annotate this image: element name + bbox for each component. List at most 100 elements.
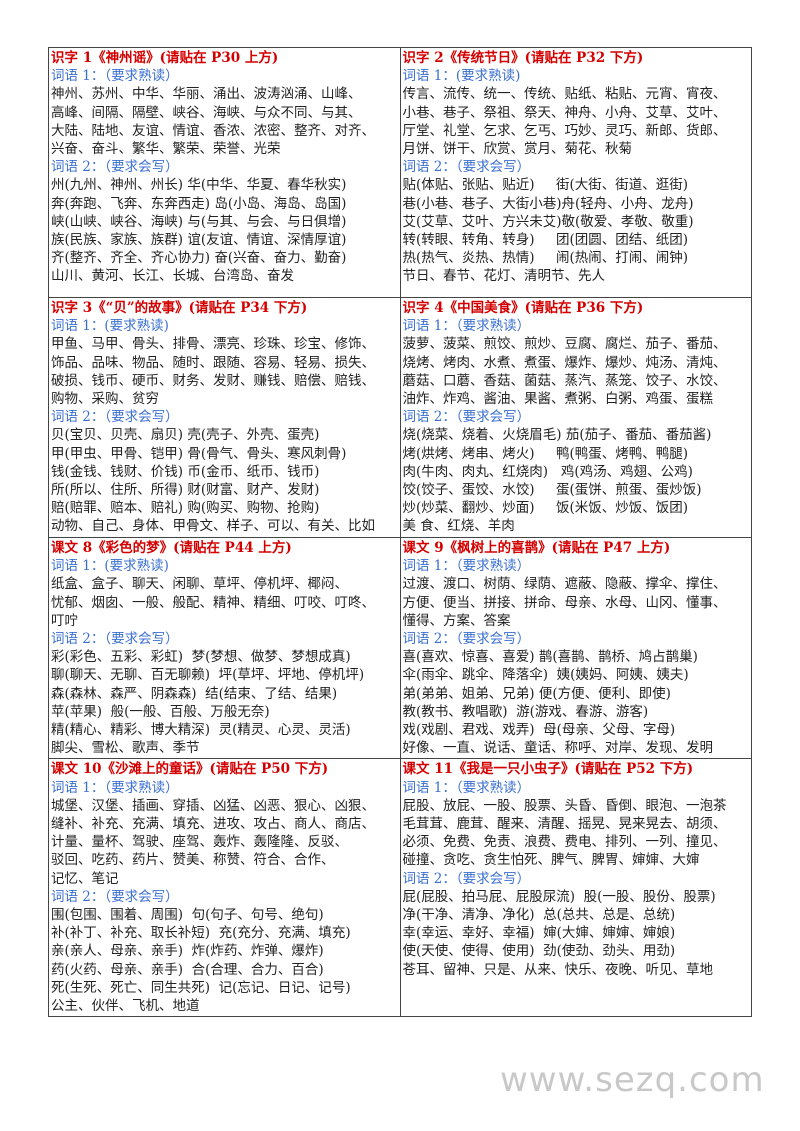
vocab1-label: 词语 1：（要求熟读） — [51, 779, 179, 796]
vocab2-line: 戏(戏剧、君戏、戏弄) 母(母亲、父母、字母) — [402, 722, 676, 739]
vocab2-line: 峡(山峡、峡谷、海峡) 与(与其、与会、与日俱增) — [51, 213, 347, 230]
vocab2-line: 艾(艾草、艾叶、方兴未艾)敬(敬爱、孝敬、敬重) — [402, 213, 694, 230]
vocab2-label: 词语 2：（要求会写） — [402, 870, 531, 887]
vocab1-label: 词语 1：（要求熟读） — [402, 318, 531, 335]
vocab1-line: 大陆、陆地、友谊、情谊、香浓、浓密、整齐、对齐、 — [51, 122, 375, 139]
vocab2-line: 森(森林、森严、阴森森) 结(结束、了结、结果) — [51, 685, 338, 702]
vocab2-line: 公主、伙伴、飞机、地道 — [51, 998, 200, 1015]
vocab1-line: 购物、采购、贫穷 — [51, 391, 159, 408]
vocab2-line: 补(补丁、补充、取长补短) 充(充分、充满、填充) — [51, 925, 351, 942]
vocab2-line: 屁(屁股、拍马屁、屁股尿流) 股(一股、股份、股票) — [402, 888, 716, 905]
lesson-cell: 识字 4《中国美食》(请贴在 P36 下方) 词语 1：（要求熟读） 菠萝、菠菜、煎… — [399, 297, 752, 538]
vocab2-label: 词语 2：（要求会写） — [402, 159, 531, 176]
vocab2-line: 饺(饺子、蛋饺、水饺) 蛋(蛋饼、煎蛋、蛋炒饭) — [402, 482, 702, 499]
vocab2-line: 州(九州、神州、州长) 华(中华、华夏、春华秋实) — [51, 177, 347, 194]
vocab1-label: 词语 1：（要求熟读） — [402, 558, 531, 575]
lesson-cell: 识字 2《传统节日》(请贴在 P32 下方) 词语 1：(要求熟读) 传言、流传、统… — [399, 47, 752, 298]
vocab1-line: 懂得、方案、答案 — [402, 612, 511, 629]
vocab1-line: 记忆、笔记 — [51, 870, 119, 887]
vocab2-line: 好像、一直、说话、童话、称呼、对岸、发现、发明 — [402, 740, 714, 757]
vocab2-line: 幸(幸运、幸好、幸福) 婶(大婶、婶婶、婶娘) — [402, 925, 676, 942]
vocab1-label: 词语 1：（要求熟读） — [402, 779, 531, 796]
vocab2-label: 词语 2：（要求会写） — [51, 409, 179, 426]
vocab1-line: 兴奋、奋斗、繁华、繁荣、荣誉、光荣 — [51, 141, 281, 158]
vocab2-line: 齐(整齐、齐全、齐心协力) 奋(兴奋、奋力、勤奋) — [51, 250, 347, 267]
vocab1-line: 蘑菇、口蘑、香菇、菌菇、蒸汽、蒸笼、饺子、水饺、 — [402, 372, 727, 389]
lesson-title: 课文 8《彩色的梦》(请贴在 P44 上方) — [51, 540, 292, 556]
vocab2-line: 转(转眼、转角、转身) 团(团圆、团结、纸团) — [402, 232, 689, 249]
vocab2-label: 词语 2：（要求会写） — [51, 159, 179, 176]
vocab2-line: 伞(雨伞、跳伞、降落伞) 姨(姨妈、阿姨、姨夫) — [402, 667, 689, 684]
lesson-cell: 课文 9《枫树上的喜鹊》(请贴在 P47 上方) 词语 1：（要求熟读） 过渡、渡口… — [399, 536, 752, 760]
vocab2-line: 净(干净、清净、净化) 总(总共、总是、总统) — [402, 907, 676, 924]
vocab1-line: 屁股、放屁、一股、股票、头昏、昏倒、眼泡、一泡茶 — [402, 797, 727, 814]
vocab2-line: 亲(亲人、母亲、亲手) 炸(炸药、炸弹、爆炸) — [51, 943, 324, 960]
vocab1-label: 词语 1：(要求熟读) — [51, 558, 169, 575]
vocab1-label: 词语 1：(要求熟读) — [51, 318, 169, 335]
vocab1-line: 月饼、饼干、欣赏、赏月、菊花、秋菊 — [402, 141, 633, 158]
vocabulary-table: 识字 1《神州谣》(请贴在 P30 上方) 词语 1：（要求熟读） 神州、苏州、中华… — [48, 47, 752, 1018]
vocab2-line: 药(火药、母亲、亲手) 合(合理、合力、百合) — [51, 961, 324, 978]
vocab2-line: 钱(金钱、钱财、价钱) 币(金币、纸币、钱币) — [51, 463, 320, 480]
vocab2-line: 奔(奔跑、飞奔、东奔西走) 岛(小岛、海岛、岛国) — [51, 195, 347, 212]
table-row: 课文 10《沙滩上的童话》(请贴在 P50 下方) 词语 1：（要求熟读） 城堡、汉… — [48, 758, 752, 1018]
vocab2-line: 热(热气、炎热、热情) 闹(热闹、打闹、闹钟) — [402, 250, 689, 267]
vocab2-label: 词语 2：（要求会写） — [402, 409, 531, 426]
vocab1-line: 厅堂、礼堂、乞求、乞丐、巧妙、灵巧、新郎、货郎、 — [402, 122, 727, 139]
vocab2-line: 死(生死、死亡、同生共死) 记(忘记、日记、记号) — [51, 979, 351, 996]
vocab1-label: 词语 1：(要求熟读) — [402, 68, 521, 85]
vocab1-line: 菠萝、菠菜、煎饺、煎炒、豆腐、腐烂、茄子、番茄、 — [402, 336, 727, 353]
vocab1-line: 高峰、间隔、隔壁、峡谷、海峡、与众不同、与其、 — [51, 104, 362, 121]
vocab2-line: 苹(苹果) 般(一般、百般、万般无奈) — [51, 703, 270, 720]
lesson-title: 课文 9《枫树上的喜鹊》(请贴在 P47 上方) — [402, 540, 671, 556]
vocab1-line: 必须、免费、免责、浪费、费电、排列、一列、撞见、 — [402, 834, 727, 851]
vocab2-line: 聊(聊天、无聊、百无聊赖) 坪(草坪、坪地、停机坪) — [51, 667, 365, 684]
vocab2-label: 词语 2：（要求会写） — [51, 888, 179, 905]
vocab2-line: 精(精心、精彩、博大精深) 灵(精灵、心灵、灵活) — [51, 722, 351, 739]
vocab1-line: 神州、苏州、中华、华丽、涌出、波涛汹涌、山峰、 — [51, 86, 362, 103]
table-row: 课文 8《彩色的梦》(请贴在 P44 上方) 词语 1：(要求熟读) 纸盒、盒子、聊… — [48, 536, 752, 760]
lesson-title: 课文 10《沙滩上的童话》(请贴在 P50 下方) — [51, 761, 329, 778]
vocab1-line: 驳回、吃药、药片、赞美、称赞、符合、合作、 — [51, 852, 335, 869]
lesson-title: 课文 11《我是一只小虫子》(请贴在 P52 下方) — [402, 761, 694, 778]
vocab2-line: 贝(宝贝、贝壳、扇贝) 壳(壳子、外壳、蛋壳) — [51, 427, 320, 444]
watermark: www.sezq.com — [500, 1060, 765, 1100]
lesson-cell: 课文 11《我是一只小虫子》(请贴在 P52 下方) 词语 1：（要求熟读） 屁股、… — [399, 758, 752, 1018]
vocab1-line: 城堡、汉堡、插画、穿插、凶猛、凶恶、狠心、凶狠、 — [51, 797, 375, 814]
vocab2-line: 教(教书、教唱歌) 游(游戏、春游、游客) — [402, 703, 649, 720]
table-row: 识字 1《神州谣》(请贴在 P30 上方) 词语 1：（要求熟读） 神州、苏州、中华… — [48, 47, 752, 298]
vocab1-line: 缝补、补充、充满、填充、进攻、攻占、商人、商店、 — [51, 816, 375, 833]
vocab2-line: 甲(甲虫、甲骨、铠甲) 骨(骨气、骨头、寒风刺骨) — [51, 445, 347, 462]
vocab2-line: 苍耳、留神、只是、从来、快乐、夜晚、听见、草地 — [402, 961, 714, 978]
vocab2-line: 赔(赔罪、赔本、赔礼) 购(购买、购物、抢购) — [51, 500, 320, 517]
lesson-cell: 课文 8《彩色的梦》(请贴在 P44 上方) 词语 1：(要求熟读) 纸盒、盒子、聊… — [48, 536, 401, 760]
vocab1-line: 毛茸茸、鹿茸、醒来、清醒、摇晃、晃来晃去、胡须、 — [402, 816, 727, 833]
lesson-cell: 识字 1《神州谣》(请贴在 P30 上方) 词语 1：（要求熟读） 神州、苏州、中华… — [48, 47, 401, 298]
vocab2-line: 所(所以、住所、所得) 财(财富、财产、发财) — [51, 482, 320, 499]
vocab1-label: 词语 1：（要求熟读） — [51, 68, 179, 85]
vocab1-line: 碰撞、贪吃、贪生怕死、脾气、脾胃、婶婶、大婶 — [402, 852, 700, 869]
lesson-title: 识字 2《传统节日》(请贴在 P32 下方) — [402, 50, 644, 66]
vocab2-line: 围(包围、围着、周围) 句(句子、句号、绝句) — [51, 907, 324, 924]
vocab2-label: 词语 2：（要求会写） — [51, 631, 179, 648]
vocab2-line: 肉(牛肉、肉丸、红烧肉) 鸡(鸡汤、鸡翅、公鸡) — [402, 463, 693, 480]
vocab2-line: 动物、自己、身体、甲骨文、样子、可以、有关、比如 — [51, 518, 375, 535]
vocab2-line: 族(民族、家族、族群) 谊(友谊、情谊、深情厚谊) — [51, 232, 347, 249]
lesson-title: 识字 4《中国美食》(请贴在 P36 下方) — [402, 300, 644, 316]
vocab1-line: 传言、流传、统一、传统、贴纸、粘贴、元宵、宵夜、 — [402, 86, 727, 103]
table-row: 识字 3《“贝”的故事》(请贴在 P34 下方) 词语 1：(要求熟读) 甲鱼、马甲… — [48, 297, 752, 538]
vocab2-line: 贴(体贴、张贴、贴近) 街(大街、街道、逛街) — [402, 177, 689, 194]
vocab2-label: 词语 2：（要求会写） — [402, 631, 531, 648]
vocab2-line: 美 食、红烧、羊肉 — [402, 518, 515, 535]
lesson-title: 识字 1《神州谣》(请贴在 P30 上方) — [51, 50, 279, 66]
vocab1-line: 饰品、品味、物品、随时、跟随、容易、轻易、损失、 — [51, 354, 375, 371]
vocab1-line: 油炸、炸鸡、酱油、果酱、煮粥、白粥、鸡蛋、蛋糕 — [402, 391, 714, 408]
vocab2-line: 炒(炒菜、翻炒、炒面) 饭(米饭、炒饭、饭团) — [402, 500, 689, 517]
vocab1-line: 过渡、渡口、树荫、绿荫、遮蔽、隐蔽、撑伞、撑住、 — [402, 576, 727, 593]
vocab2-line: 烤(烘烤、烤串、烤火) 鸭(鸭蛋、烤鸭、鸭腿) — [402, 445, 689, 462]
vocab2-line: 喜(喜欢、惊喜、喜爱) 鹊(喜鹊、鹊桥、鸠占鹊巢) — [402, 649, 698, 666]
lesson-cell: 课文 10《沙滩上的童话》(请贴在 P50 下方) 词语 1：（要求熟读） 城堡、汉… — [48, 758, 401, 1018]
vocab2-line: 弟(弟弟、姐弟、兄弟) 便(方便、便利、即使) — [402, 685, 671, 702]
vocab1-line: 纸盒、盒子、聊天、闲聊、草坪、停机坪、椰闷、 — [51, 576, 348, 593]
lesson-title: 识字 3《“贝”的故事》(请贴在 P34 下方) — [51, 300, 308, 316]
